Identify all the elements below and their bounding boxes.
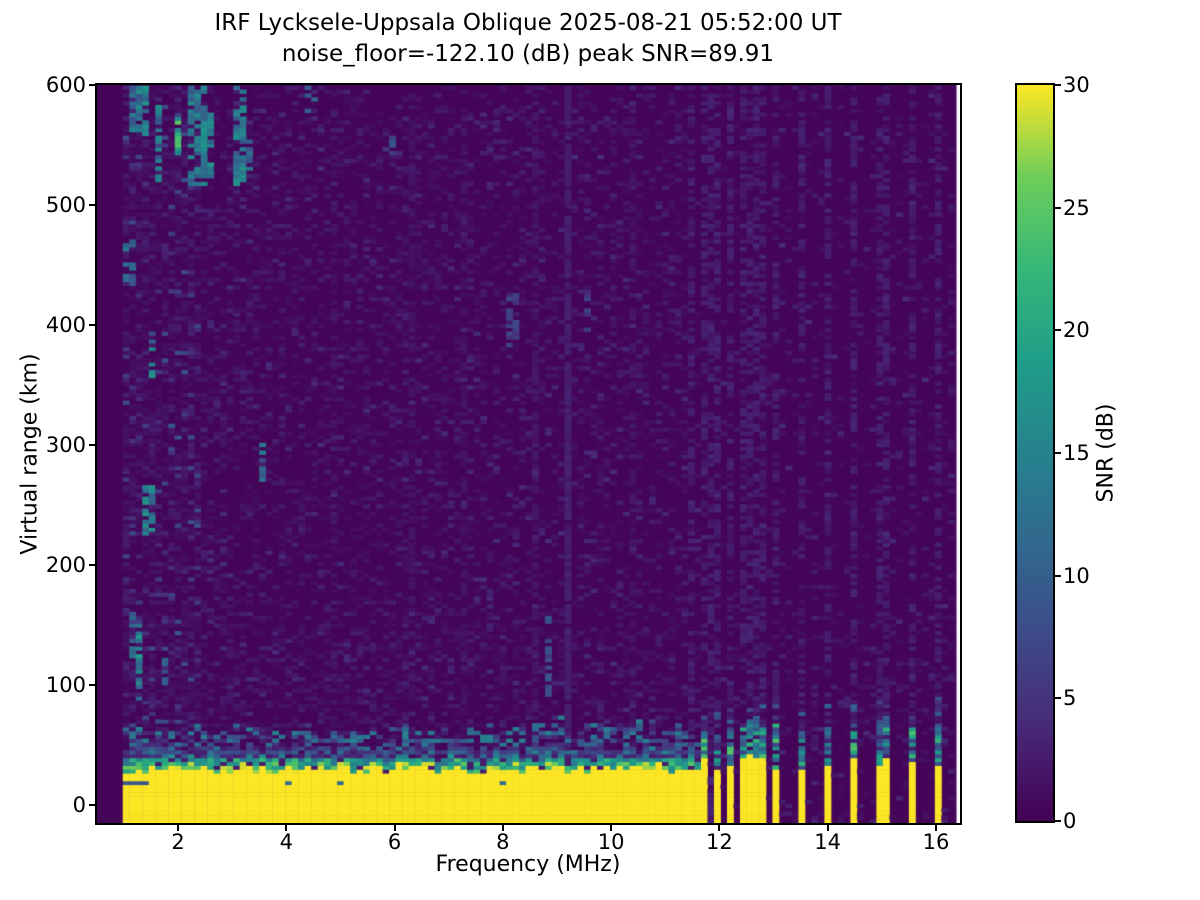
y-tick-label: 0	[72, 793, 86, 817]
x-tick-label: 8	[496, 830, 510, 854]
x-tick-mark	[610, 825, 613, 831]
colorbar-tick-label: 15	[1063, 441, 1090, 465]
colorbar-tick-mark	[1055, 452, 1061, 454]
colorbar-tick-mark	[1055, 697, 1061, 700]
y-axis-label: Virtual range (km)	[17, 353, 43, 555]
y-tick-label: 100	[45, 673, 86, 697]
plot-title-line2: noise_floor=-122.10 (dB) peak SNR=89.91	[281, 41, 775, 67]
colorbar-tick-mark	[1055, 84, 1061, 86]
y-tick-label: 500	[45, 193, 86, 217]
colorbar-tick-mark	[1055, 574, 1061, 577]
y-tick-label: 400	[45, 313, 86, 337]
colorbar-tick-mark	[1055, 820, 1061, 822]
y-tick-label: 600	[45, 73, 86, 97]
x-axis-label: Frequency (MHz)	[435, 852, 621, 877]
plot-area	[95, 83, 962, 825]
x-tick-mark	[718, 825, 721, 831]
x-tick-mark	[177, 825, 179, 831]
y-tick-mark	[89, 564, 95, 566]
colorbar-tick-label: 5	[1063, 686, 1077, 711]
y-tick-mark	[89, 324, 95, 326]
x-tick-label: 10	[597, 830, 625, 854]
colorbar-tick-label: 20	[1063, 318, 1090, 343]
colorbar-tick-label: 0	[1063, 809, 1077, 833]
y-tick-label: 300	[45, 433, 86, 457]
x-tick-mark	[934, 825, 937, 831]
x-tick-label: 16	[922, 830, 950, 854]
colorbar-tick-mark	[1055, 206, 1061, 209]
y-tick-mark	[89, 444, 95, 446]
y-tick-mark	[89, 204, 95, 206]
y-tick-mark	[89, 84, 95, 86]
colorbar-label: SNR (dB)	[1093, 403, 1119, 503]
y-tick-mark	[89, 804, 95, 806]
colorbar-tick-label: 30	[1063, 73, 1090, 97]
colorbar-gradient-canvas	[1017, 85, 1053, 821]
x-tick-mark	[285, 825, 288, 831]
x-tick-label: 12	[706, 830, 733, 854]
x-tick-label: 2	[171, 830, 185, 854]
y-tick-mark	[89, 684, 95, 686]
colorbar-tick-label: 10	[1063, 563, 1090, 588]
plot-title-line1: IRF Lycksele-Uppsala Oblique 2025-08-21 …	[214, 10, 842, 36]
x-tick-mark	[393, 825, 396, 831]
x-tick-mark	[826, 825, 829, 831]
colorbar	[1015, 83, 1055, 823]
heatmap-canvas	[97, 85, 960, 823]
x-tick-label: 4	[279, 830, 293, 854]
x-tick-mark	[501, 825, 504, 831]
x-tick-label: 14	[814, 830, 842, 854]
colorbar-tick-label: 25	[1063, 195, 1090, 220]
colorbar-tick-mark	[1055, 329, 1061, 332]
x-tick-label: 6	[387, 830, 402, 854]
y-tick-label: 200	[45, 553, 86, 577]
